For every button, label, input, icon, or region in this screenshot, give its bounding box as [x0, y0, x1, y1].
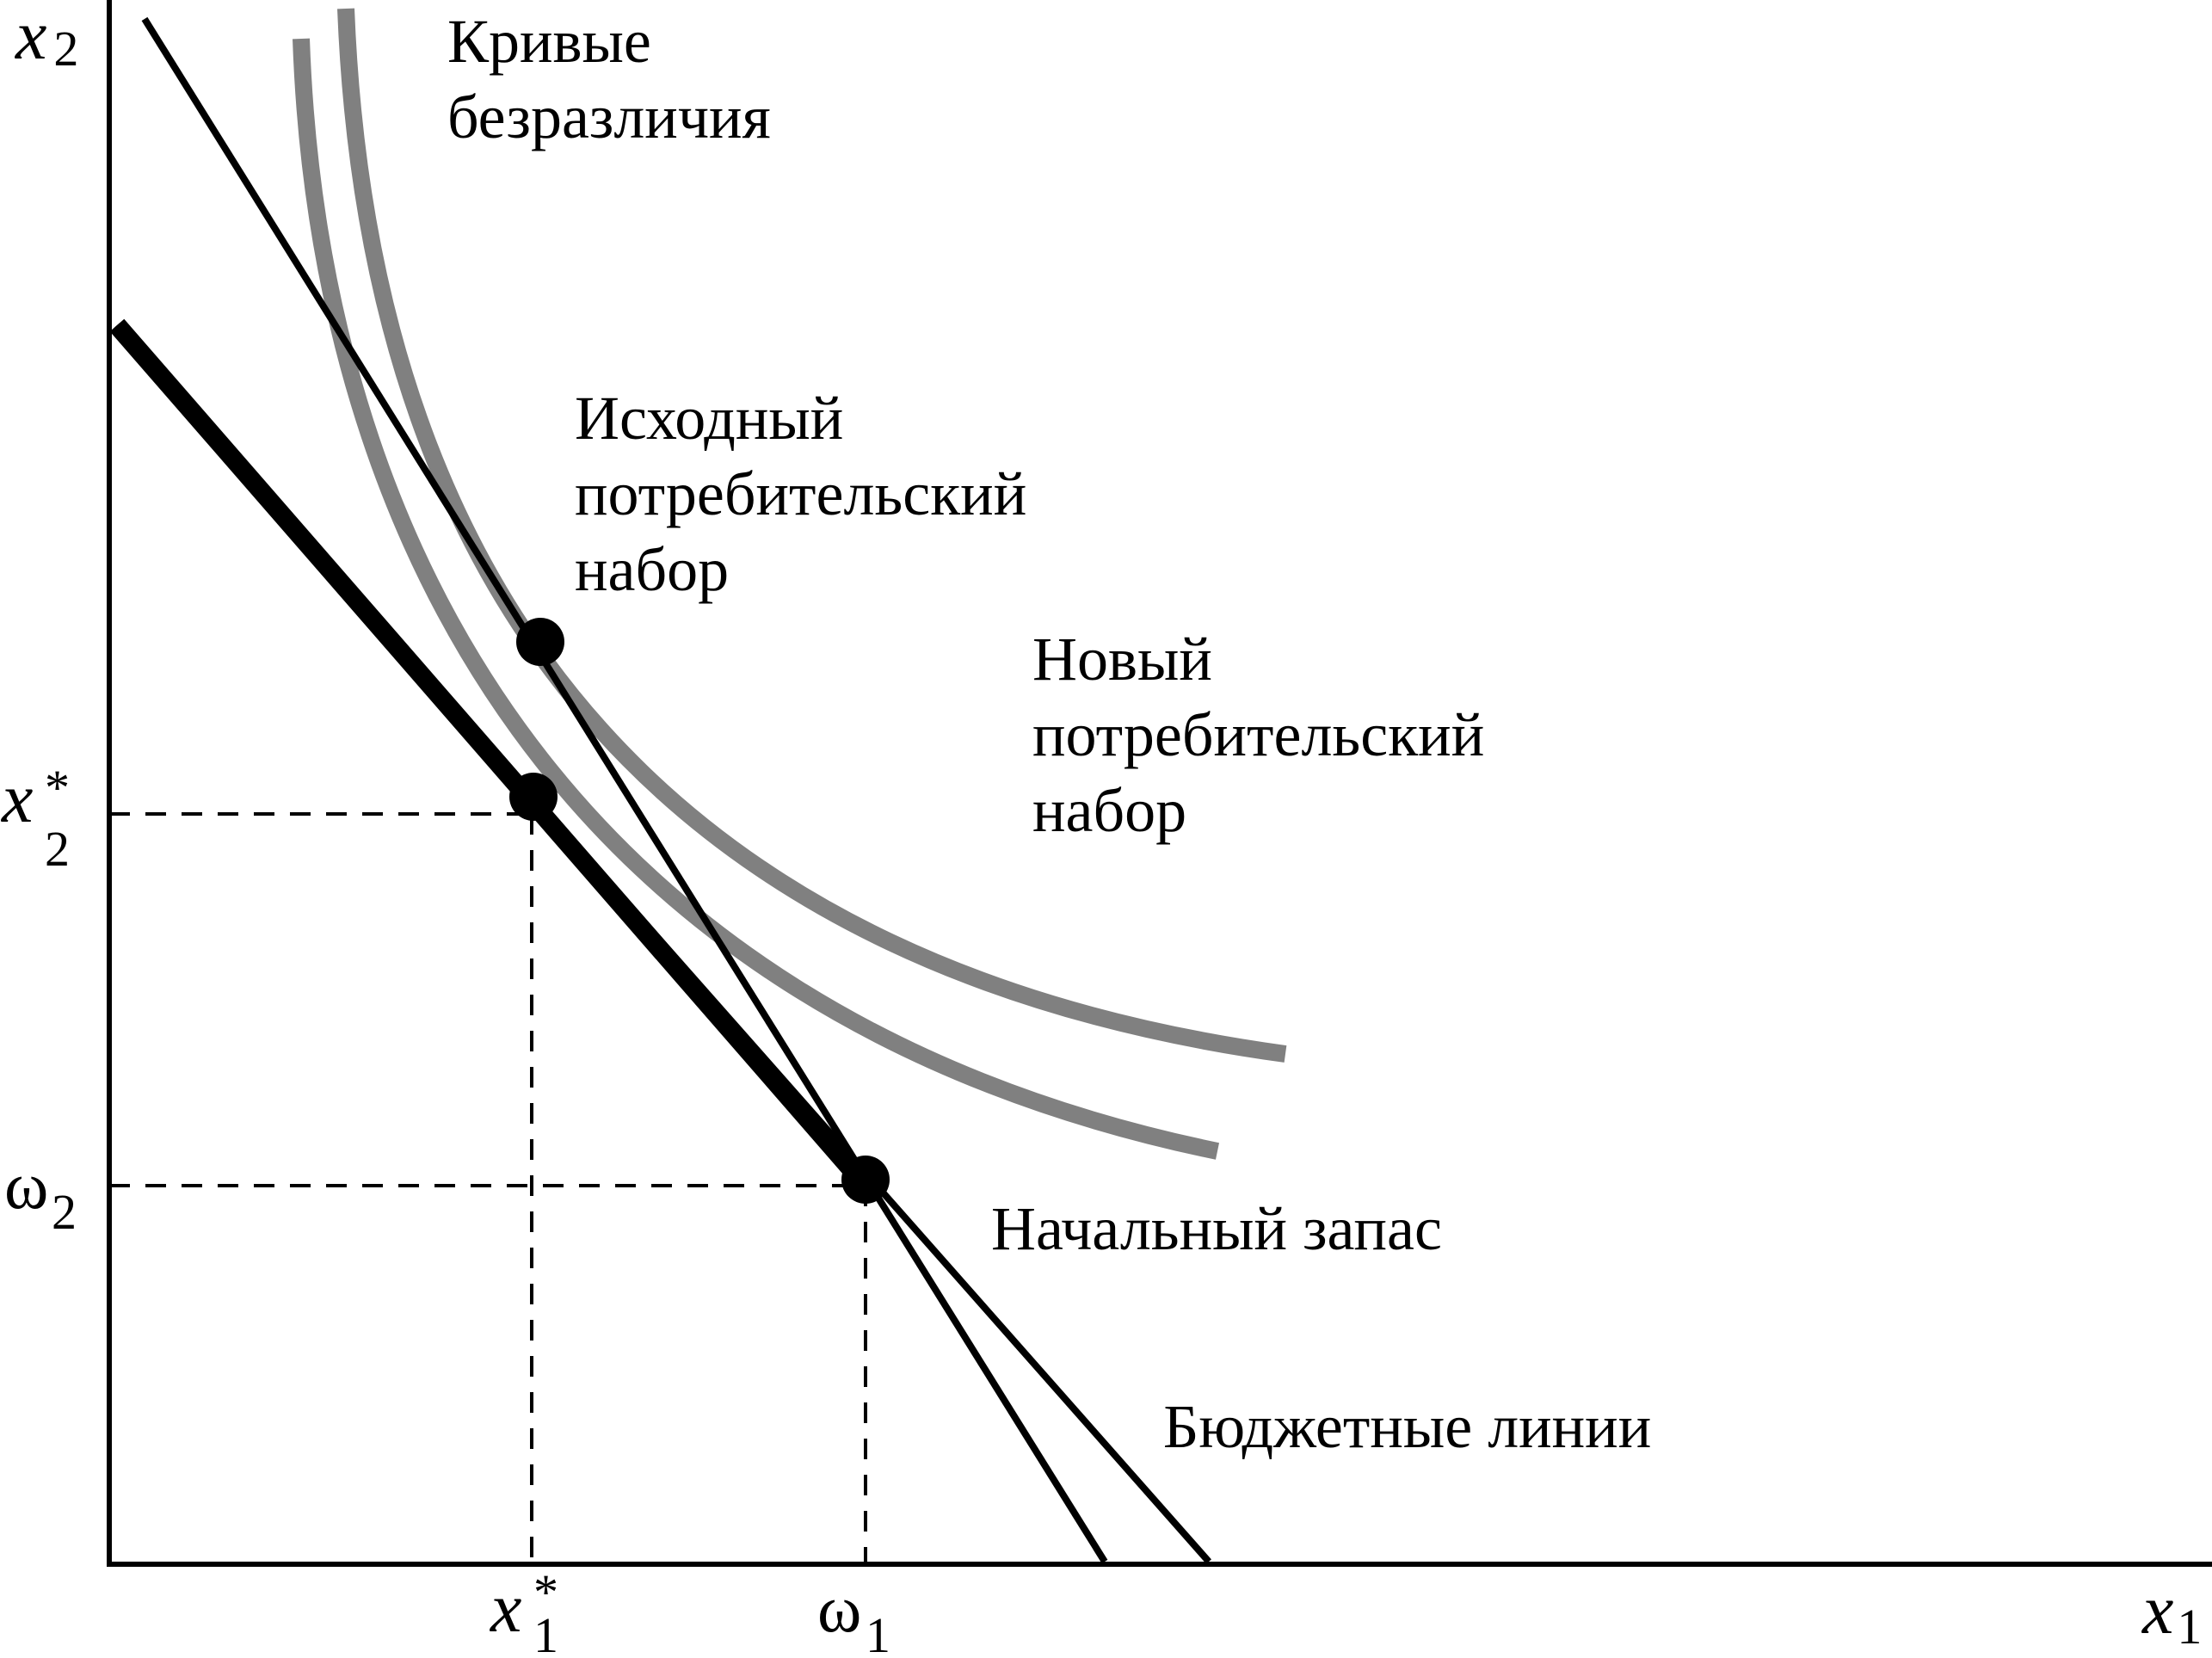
new-bundle-point [509, 773, 558, 821]
budget-line-original [141, 16, 1108, 1564]
svg-text:1: 1 [533, 1607, 558, 1658]
tick-omega1: ω 1 [817, 1571, 890, 1658]
svg-text:Исходный: Исходный [575, 384, 843, 453]
original-bundle-point [516, 618, 564, 666]
tick-x1-star: x * 1 [490, 1564, 558, 1658]
svg-text:потребительский: потребительский [1032, 700, 1484, 769]
original-bundle-label: Исходный потребительский набор [575, 384, 1026, 604]
endowment-label: Начальный запас [991, 1194, 1442, 1263]
guide-lines [109, 812, 867, 1564]
svg-text:x: x [1, 759, 33, 837]
svg-text:*: * [45, 760, 70, 816]
svg-text:ω: ω [817, 1571, 861, 1646]
svg-text:набор: набор [575, 535, 729, 604]
tick-omega2: ω 2 [4, 1148, 77, 1240]
svg-text:x: x [490, 1569, 521, 1647]
endowment-point [841, 1156, 890, 1204]
svg-text:1: 1 [866, 1607, 890, 1658]
svg-text:Новый: Новый [1032, 625, 1212, 693]
svg-text:потребительский: потребительский [575, 459, 1026, 528]
budget-line-new-bold [109, 318, 873, 1193]
svg-text:Кривые: Кривые [447, 7, 651, 76]
indifference-curve-upper [337, 8, 1287, 1063]
indifference-curve-lower [293, 38, 1220, 1160]
x-axis-label: x1 [2141, 1570, 2202, 1655]
svg-text:безразличия: безразличия [447, 83, 771, 151]
new-bundle-label: Новый потребительский набор [1032, 625, 1484, 845]
svg-text:ω: ω [4, 1148, 48, 1223]
tick-x2-star: x * 2 [1, 759, 70, 877]
svg-text:2: 2 [45, 821, 70, 877]
indifference-curves-label: Кривые безразличия [447, 7, 771, 151]
svg-text:*: * [533, 1564, 558, 1620]
budget-lines-label: Бюджетные линии [1163, 1392, 1651, 1461]
svg-text:2: 2 [52, 1184, 77, 1240]
svg-text:набор: набор [1032, 776, 1186, 845]
